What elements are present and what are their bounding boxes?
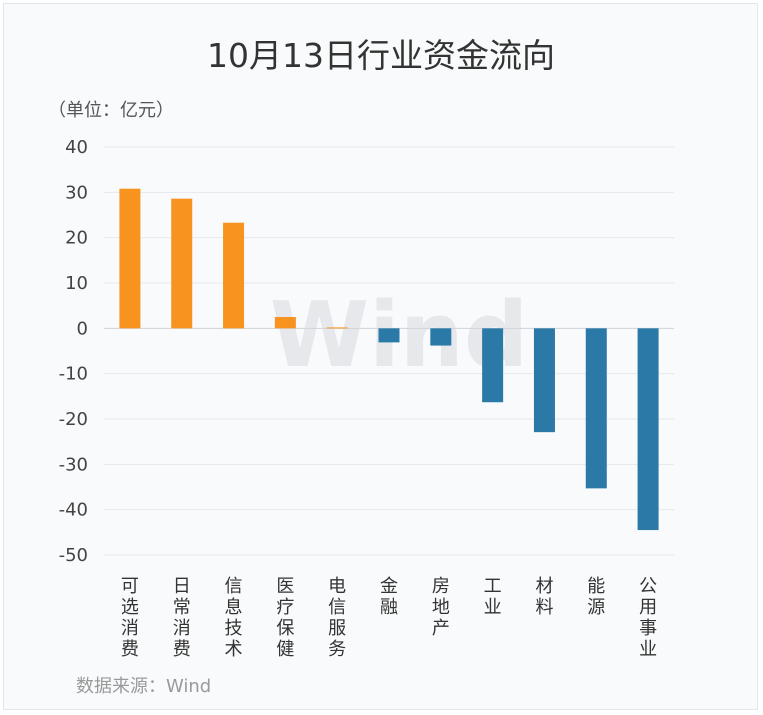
gridlines	[104, 146, 674, 556]
source-note: 数据来源：Wind	[76, 676, 211, 697]
y-tick-label: 0	[77, 318, 88, 339]
x-category-label: 材料	[535, 576, 553, 618]
bar	[171, 198, 193, 329]
x-category-label: 信息技术	[225, 576, 243, 660]
y-tick-label: 30	[65, 182, 88, 203]
chart-frame: Wind 10月13日行业资金流向 （单位：亿元） 40 30 20 10 0 -10 -2…	[3, 3, 758, 710]
x-category-label: 能源	[587, 576, 605, 618]
bar	[585, 328, 607, 489]
y-tick-label: 20	[65, 228, 88, 249]
x-category-label: 医疗保健	[276, 576, 294, 660]
bar	[637, 328, 659, 531]
chart-title: 10月13日行业资金流向	[207, 36, 555, 75]
bar	[378, 328, 400, 343]
y-tick-label: 10	[65, 273, 88, 294]
bar	[119, 188, 141, 329]
y-tick-label: -50	[59, 545, 88, 566]
y-tick-label: -10	[59, 364, 88, 385]
chart: Wind 10月13日行业资金流向 （单位：亿元） 403020100-10-2…	[48, 36, 674, 697]
x-category-label: 金融	[380, 576, 398, 618]
bar	[326, 327, 348, 329]
x-category-label: 公用事业	[639, 576, 657, 660]
y-tick-label: -40	[59, 500, 88, 521]
unit-label: （单位：亿元）	[48, 100, 174, 121]
y-tick-label: 40	[65, 137, 88, 158]
bar	[430, 328, 452, 346]
bar	[274, 317, 296, 329]
y-axis: 40 30 20 10 0 -10 -20 -30 -40 -50	[59, 137, 88, 566]
x-category-label: 日常消费	[173, 576, 191, 660]
x-category-label: 工业	[484, 576, 502, 618]
x-category-label: 电信服务	[328, 576, 346, 660]
y-tick-label: -20	[59, 409, 88, 430]
bar	[482, 328, 504, 403]
y-tick-label: -30	[59, 454, 88, 475]
x-category-label: 房地产	[432, 576, 450, 639]
bar	[223, 222, 245, 329]
x-category-label: 可选消费	[121, 576, 139, 660]
bar	[533, 328, 555, 433]
bars	[119, 188, 659, 531]
